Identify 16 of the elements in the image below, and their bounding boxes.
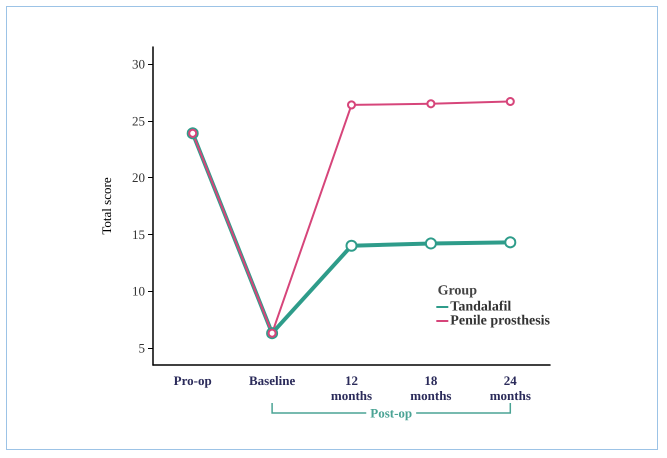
legend-title: Group (438, 284, 478, 298)
legend-label: Tandalafil (450, 300, 512, 314)
x-tick-label: 24 months (490, 373, 531, 403)
x-tick-label: Baseline (248, 373, 296, 388)
y-tick-label: 10 (132, 284, 145, 299)
text: Post-op (370, 406, 412, 420)
x-tick-label: 12 months (330, 373, 372, 403)
x-tick-label: Pro-op (174, 373, 212, 388)
x-tick-label: 18 months (410, 373, 452, 403)
legend-label: Penile prosthesis (450, 314, 551, 328)
y-tick-label: 5 (138, 340, 145, 356)
y-tick-label: 25 (132, 113, 145, 128)
y-axis-title: Total score (99, 177, 114, 235)
y-tick-label: 15 (132, 226, 145, 242)
y-tick-label: 20 (132, 170, 145, 186)
y-tick-label: 30 (132, 56, 145, 72)
